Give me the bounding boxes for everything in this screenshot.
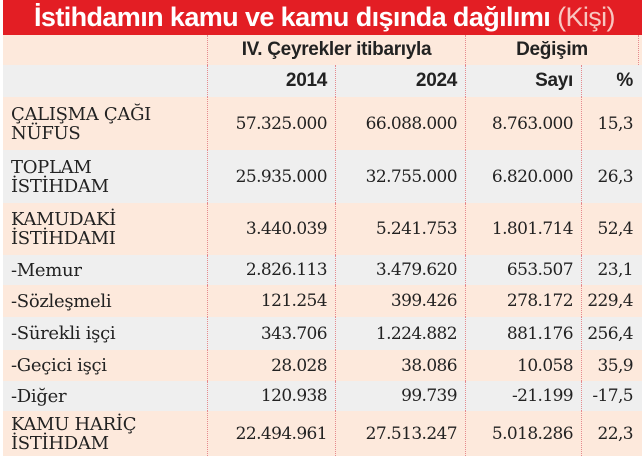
- row-label: -Memur: [11, 259, 82, 281]
- row-label: ÇALIŞMA ÇAĞI NÜFUS: [11, 103, 151, 144]
- value-count: 278.172: [465, 285, 581, 317]
- value-count: 881.176: [465, 317, 581, 350]
- value-2024: 38.086: [335, 350, 465, 381]
- value-2024: 66.088.000: [335, 97, 465, 150]
- header-2014: 2014: [207, 65, 335, 97]
- table-row: -Diğer 120.938 99.739 -21.199 -17,5: [3, 381, 642, 411]
- value-pct: -17,5: [581, 381, 639, 411]
- header-2024: 2024: [335, 65, 465, 97]
- value-2014: 57.325.000: [207, 97, 335, 150]
- value-count: 1.801.714: [465, 203, 581, 255]
- value-2014: 121.254: [207, 285, 335, 317]
- data-table: IV. Çeyrekler itibarıyla Değişim 2014 20…: [3, 35, 642, 456]
- value-pct: 22,3: [581, 411, 639, 456]
- table-row: -Sürekli işçi 343.706 1.224.882 881.176 …: [3, 317, 642, 350]
- value-count: 8.763.000: [465, 97, 581, 150]
- value-2024: 32.755.000: [335, 150, 465, 203]
- table-title: İstihdamın kamu ve kamu dışında dağılımı…: [3, 0, 642, 35]
- table-row: KAMU HARİÇ İSTİHDAM 22.494.961 27.513.247…: [3, 411, 642, 456]
- value-count: 653.507: [465, 255, 581, 285]
- header-period-group: IV. Çeyrekler itibarıyla: [207, 35, 465, 65]
- value-pct: 15,3: [581, 97, 639, 150]
- table-row: KAMUDAKİ İSTİHDAMI 3.440.039 5.241.753 1.…: [3, 203, 642, 255]
- table-row: -Sözleşmeli 121.254 399.426 278.172 229,…: [3, 285, 642, 317]
- header-group-row: IV. Çeyrekler itibarıyla Değişim: [3, 35, 642, 65]
- row-label: -Geçici işçi: [11, 355, 107, 376]
- value-2014: 3.440.039: [207, 203, 335, 255]
- row-label: -Sürekli işçi: [11, 323, 116, 344]
- row-label: TOPLAM İSTİHDAM: [11, 156, 109, 197]
- value-pct: 35,9: [581, 350, 639, 381]
- header-empty: [3, 35, 207, 65]
- row-label: -Sözleşmeli: [11, 290, 112, 312]
- header-pct: %: [581, 65, 639, 97]
- value-2024: 3.479.620: [335, 255, 465, 285]
- value-pct: 23,1: [581, 255, 639, 285]
- value-count: 10.058: [465, 350, 581, 381]
- value-count: 5.018.286: [465, 411, 581, 456]
- header-columns-row: 2014 2024 Sayı %: [3, 65, 642, 97]
- value-pct: 26,3: [581, 150, 639, 203]
- value-2014: 25.935.000: [207, 150, 335, 203]
- value-count: -21.199: [465, 381, 581, 411]
- value-pct: 256,4: [581, 317, 639, 350]
- header-change-group: Değişim: [465, 35, 639, 65]
- row-label: -Diğer: [11, 385, 67, 407]
- value-2024: 27.513.247: [335, 411, 465, 456]
- value-2024: 5.241.753: [335, 203, 465, 255]
- value-2014: 343.706: [207, 317, 335, 350]
- value-2024: 399.426: [335, 285, 465, 317]
- table-row: -Memur 2.826.113 3.479.620 653.507 23,1: [3, 255, 642, 285]
- value-2014: 28.028: [207, 350, 335, 381]
- value-2024: 1.224.882: [335, 317, 465, 350]
- header-count: Sayı: [465, 65, 581, 97]
- row-label: KAMU HARİÇ İSTİHDAM: [11, 413, 137, 454]
- table-row: -Geçici işçi 28.028 38.086 10.058 35,9: [3, 350, 642, 381]
- value-pct: 52,4: [581, 203, 639, 255]
- value-2024: 99.739: [335, 381, 465, 411]
- value-2014: 120.938: [207, 381, 335, 411]
- value-pct: 229,4: [581, 285, 639, 317]
- row-label: KAMUDAKİ İSTİHDAMI: [11, 209, 116, 249]
- header-empty: [3, 65, 207, 97]
- title-unit: (Kişi): [557, 2, 615, 32]
- value-2014: 22.494.961: [207, 411, 335, 456]
- value-count: 6.820.000: [465, 150, 581, 203]
- table-row: TOPLAM İSTİHDAM 25.935.000 32.755.000 6.8…: [3, 150, 642, 203]
- table-row: ÇALIŞMA ÇAĞI NÜFUS 57.325.000 66.088.000 …: [3, 97, 642, 150]
- value-2014: 2.826.113: [207, 255, 335, 285]
- title-main: İstihdamın kamu ve kamu dışında dağılımı: [34, 2, 551, 32]
